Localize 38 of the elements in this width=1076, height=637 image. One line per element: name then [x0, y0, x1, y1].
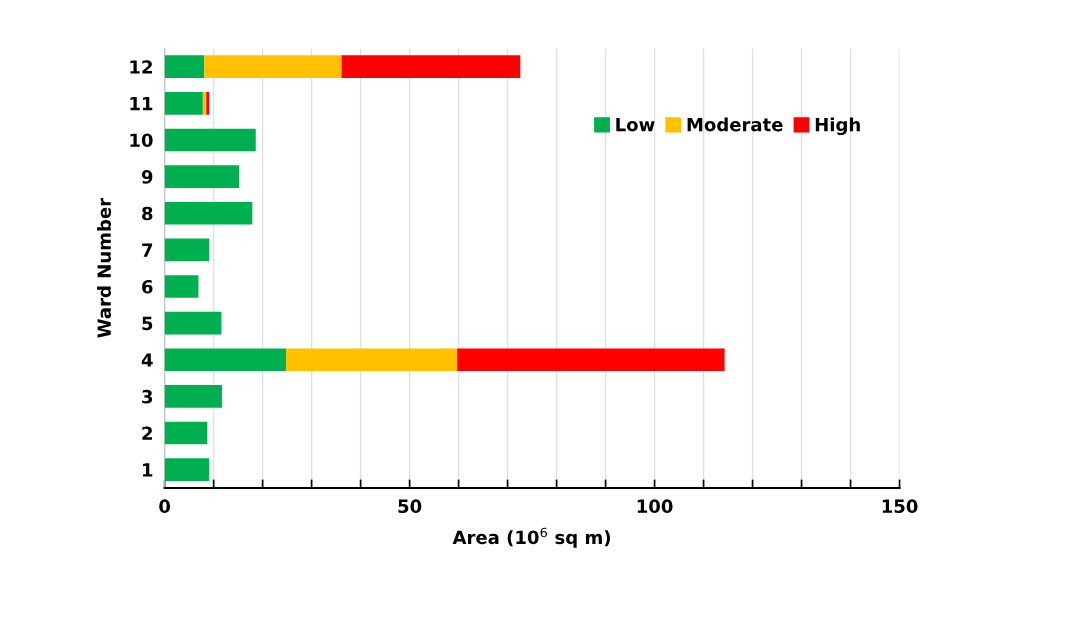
y-tick-label: 1 — [142, 463, 153, 477]
bar — [457, 348, 725, 372]
y-axis-title: Ward Number — [97, 198, 111, 338]
y-tick-label: 9 — [141, 170, 153, 184]
bar — [164, 385, 222, 408]
y-tick-label: 10 — [130, 133, 153, 148]
bar — [286, 348, 458, 372]
y-tick-label: 6 — [142, 279, 153, 294]
y-tick-label: 12 — [130, 60, 152, 74]
bar — [206, 92, 210, 115]
x-tick-label: 0 — [159, 499, 171, 514]
bar — [164, 311, 222, 335]
bar — [204, 55, 342, 79]
x-tick-label: 150 — [882, 499, 918, 514]
bar — [164, 348, 287, 372]
bar — [164, 238, 210, 262]
bar — [341, 55, 521, 79]
bar — [164, 458, 210, 481]
y-tick-label: 11 — [130, 97, 153, 111]
bar — [164, 275, 199, 298]
bar — [164, 92, 203, 115]
bar — [164, 165, 240, 188]
legend-label: Low — [616, 117, 655, 132]
x-axis-title: Area (10$^{6}$ sq m) — [452, 527, 610, 548]
legend-label: High — [815, 117, 860, 136]
y-tick-label: 8 — [142, 206, 153, 221]
y-tick-label: 4 — [141, 353, 153, 367]
bar — [164, 128, 256, 152]
bar — [164, 201, 253, 225]
x-tick-label: 100 — [637, 499, 673, 514]
bar — [164, 421, 208, 445]
x-tick-label: 50 — [398, 499, 422, 514]
y-tick-label: 5 — [142, 316, 153, 331]
legend-label: Moderate — [687, 117, 783, 132]
y-tick-label: 7 — [142, 243, 153, 257]
y-tick-label: 3 — [142, 389, 153, 404]
y-tick-label: 2 — [142, 426, 152, 440]
bar — [164, 55, 205, 79]
